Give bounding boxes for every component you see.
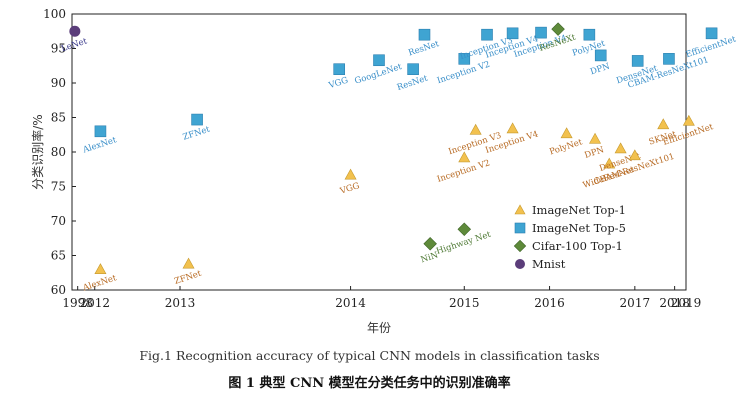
data-label: VGG <box>338 181 361 197</box>
data-label: ZFNet <box>182 124 212 142</box>
y-tick-label: 65 <box>51 249 66 263</box>
data-label: ZFNet <box>173 269 203 287</box>
data-point-triangle <box>182 257 195 269</box>
y-tick-label: 75 <box>51 180 66 194</box>
x-axis-label: 年份 <box>367 321 391 335</box>
data-point-square <box>663 53 675 65</box>
x-tick-label: 2018 <box>659 296 690 310</box>
data-point-square <box>481 28 493 41</box>
data-label: VGG <box>327 75 350 91</box>
y-tick-label: 90 <box>51 76 66 90</box>
y-tick-label: 85 <box>51 111 66 125</box>
y-tick-label: 80 <box>51 145 66 159</box>
data-point-square <box>191 113 203 126</box>
legend-marker <box>514 204 526 215</box>
x-tick-label: 2014 <box>335 296 366 310</box>
data-label: LeNet <box>60 36 89 54</box>
data-label: EfficientNet <box>662 122 715 148</box>
data-point-triangle <box>628 149 641 161</box>
x-tick-label: 2017 <box>620 296 651 310</box>
data-label: AlexNet <box>81 273 118 294</box>
x-tick-label: 2012 <box>79 296 110 310</box>
data-label: ResNet <box>407 39 441 58</box>
legend-label: Mnist <box>532 257 566 271</box>
data-point-diamond <box>551 22 565 36</box>
data-label: ResNet <box>396 73 430 92</box>
legend-marker <box>514 222 526 234</box>
y-tick-label: 60 <box>51 283 66 297</box>
data-point-square <box>373 54 385 67</box>
data-point-diamond <box>423 237 437 251</box>
x-tick-label: 2019 <box>671 296 702 310</box>
data-point-triangle <box>560 127 573 139</box>
x-tick-label: 2016 <box>534 296 565 310</box>
data-label: PolyNet <box>548 137 584 157</box>
legend-marker <box>515 259 525 269</box>
legend-marker <box>513 239 527 253</box>
data-point-triangle <box>344 168 357 180</box>
data-point-triangle <box>657 118 670 130</box>
data-point-square <box>458 53 471 65</box>
legend-label: ImageNet Top-1 <box>532 203 626 217</box>
data-point-square <box>535 26 547 39</box>
legend-label: Cifar-100 Top-1 <box>532 239 623 253</box>
data-point-triangle <box>506 122 519 134</box>
data-point-triangle <box>682 114 695 126</box>
x-tick-label: 1998 <box>62 296 93 310</box>
y-tick-label: 70 <box>51 214 66 228</box>
y-axis-label: 分类识别率/% <box>30 114 45 189</box>
data-point-triangle <box>603 157 616 169</box>
data-point-square <box>583 28 596 41</box>
data-point-square <box>418 28 431 41</box>
data-point-triangle <box>469 123 482 135</box>
figure-caption-en: Fig.1 Recognition accuracy of typical CN… <box>139 348 600 363</box>
x-tick-label: 2015 <box>449 296 480 310</box>
data-point-square <box>333 63 346 76</box>
x-tick-label: 2013 <box>165 296 196 310</box>
data-point-triangle <box>94 263 107 275</box>
data-point-square <box>631 55 644 67</box>
data-point-square <box>594 49 607 62</box>
data-point-square <box>506 27 519 40</box>
data-point-square <box>407 63 419 76</box>
data-point-triangle <box>589 132 602 144</box>
data-label: DPN <box>583 145 606 161</box>
y-tick-label: 100 <box>43 7 66 21</box>
legend-label: ImageNet Top-5 <box>532 221 626 235</box>
data-label: AlexNet <box>81 135 118 156</box>
y-tick-label: 95 <box>51 42 66 56</box>
data-label: DPN <box>589 61 612 77</box>
data-point-square <box>705 27 718 40</box>
data-point-triangle <box>614 142 627 154</box>
data-point-square <box>94 125 107 138</box>
data-label: Inception V2 <box>436 158 491 185</box>
data-point-diamond <box>457 222 472 237</box>
figure-caption-zh: 图 1 典型 CNN 模型在分类任务中的识别准确率 <box>228 376 511 391</box>
data-point-circle <box>69 25 81 37</box>
data-point-triangle <box>458 151 471 163</box>
